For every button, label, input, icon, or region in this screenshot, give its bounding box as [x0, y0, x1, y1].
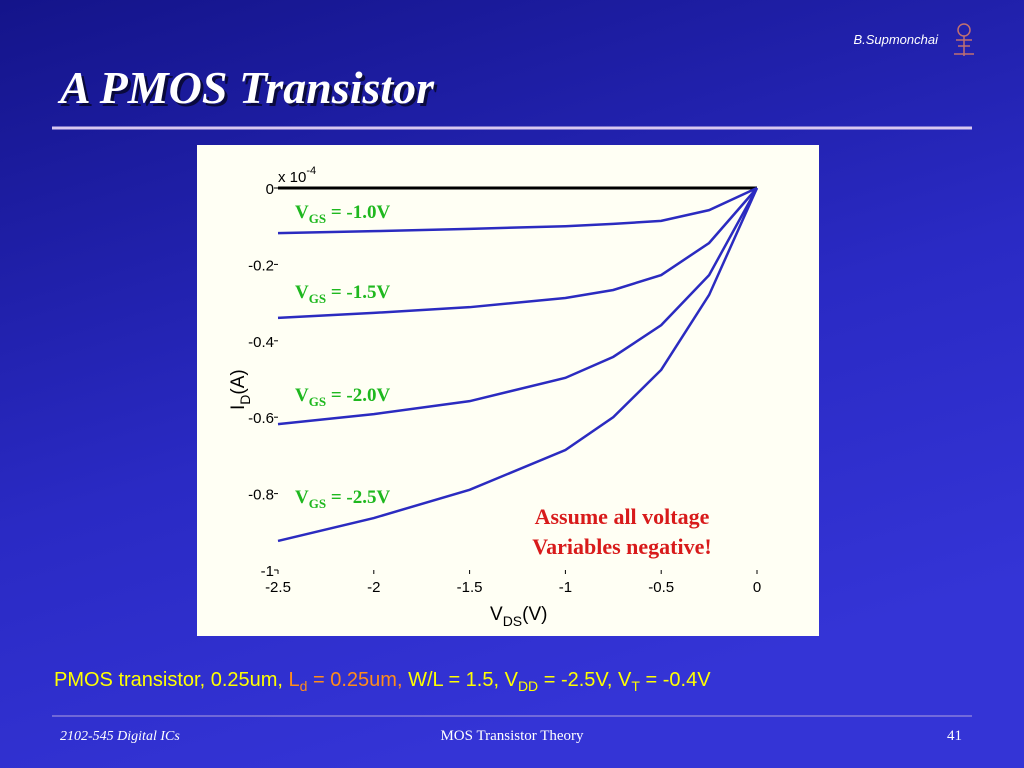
- y-label-main: I: [228, 405, 249, 410]
- curve-label-sub: GS: [309, 496, 326, 511]
- chart-panel: [197, 145, 819, 636]
- caption-part: L: [289, 669, 300, 691]
- y-label-rest: (A): [228, 369, 249, 394]
- caption-part: = -2.5V, V: [538, 669, 632, 691]
- curve-label-rest: = -1.0V: [326, 202, 390, 223]
- title: A PMOS Transistor: [57, 62, 435, 113]
- caption-sub: T: [631, 678, 640, 694]
- x-label-main: V: [490, 604, 503, 625]
- curve-label: VGS = -2.5V: [295, 487, 390, 511]
- x-axis-label: VDS(V): [490, 604, 547, 629]
- caption-part: PMOS transistor, 0.25um,: [54, 669, 289, 691]
- caption-part: = -0.4V: [640, 669, 711, 691]
- footer-course: 2102-545 Digital ICs: [60, 729, 180, 744]
- y-tick-label: -0.6: [248, 410, 274, 427]
- x-tick-label: -2.5: [265, 579, 291, 596]
- curve-label-main: V: [295, 202, 309, 223]
- curve-label-sub: GS: [309, 394, 326, 409]
- title-shadow: A PMOS Transistor: [60, 65, 438, 116]
- y-tick-label: -0.2: [248, 257, 274, 274]
- x-tick-label: 0: [753, 579, 761, 596]
- x-tick-label: -1.5: [457, 579, 483, 596]
- curve: [277, 187, 759, 543]
- y-tick-label: -1: [261, 563, 274, 580]
- x-tick-label: -1: [559, 579, 572, 596]
- curve: [277, 187, 759, 426]
- curve-label: VGS = -1.5V: [295, 282, 390, 306]
- chart: 0-0.2-0.4-0.6-0.8-1-2.5 -2 -1.5 -1 -0.5 0VGS …: [248, 181, 761, 596]
- footer-topic: MOS Transistor Theory: [440, 728, 584, 744]
- caption: PMOS transistor, 0.25um, Ld = 0.25um, W/…: [54, 669, 711, 694]
- annotation: Variables negative!: [532, 534, 711, 559]
- curve-label: VGS = -2.0V: [295, 385, 390, 409]
- author: B.Supmonchai: [853, 32, 939, 47]
- curve-label-rest: = -1.5V: [326, 282, 390, 303]
- caption-part: W/L = 1.5, V: [403, 669, 519, 691]
- curve-label: VGS = -1.0V: [295, 202, 390, 226]
- x-tick-label: -2: [367, 579, 380, 596]
- curve: [277, 186, 758, 235]
- x-label-rest: (V): [522, 604, 547, 625]
- y-tick-label: -0.4: [248, 334, 274, 351]
- x-tick-label: -0.5: [648, 579, 674, 596]
- curve-label-rest: = -2.0V: [326, 385, 390, 406]
- y-tick-label: -0.8: [248, 487, 274, 504]
- x-label-sub: DS: [503, 613, 522, 629]
- caption-sub: d: [300, 678, 308, 694]
- multiplier-exponent: -4: [306, 165, 316, 177]
- curve-label-sub: GS: [309, 211, 326, 226]
- caption-sub: DD: [518, 678, 538, 694]
- y-axis-label: ID(A): [228, 369, 253, 410]
- curve-label-main: V: [295, 385, 309, 406]
- annotation: Assume all voltage: [535, 504, 710, 529]
- curve-label-main: V: [295, 487, 309, 508]
- page-number: 41: [947, 728, 962, 744]
- caption-part: = 0.25um,: [307, 669, 402, 691]
- curve: [277, 187, 758, 320]
- curve-label-rest: = -2.5V: [326, 487, 390, 508]
- curve-label-main: V: [295, 282, 309, 303]
- multiplier-base: x 10: [278, 169, 306, 186]
- multiplier: x 10-4: [278, 165, 316, 186]
- y-label-sub: D: [237, 395, 253, 405]
- curve-label-sub: GS: [309, 291, 326, 306]
- logo: [954, 23, 974, 56]
- y-tick-label: 0: [266, 181, 274, 198]
